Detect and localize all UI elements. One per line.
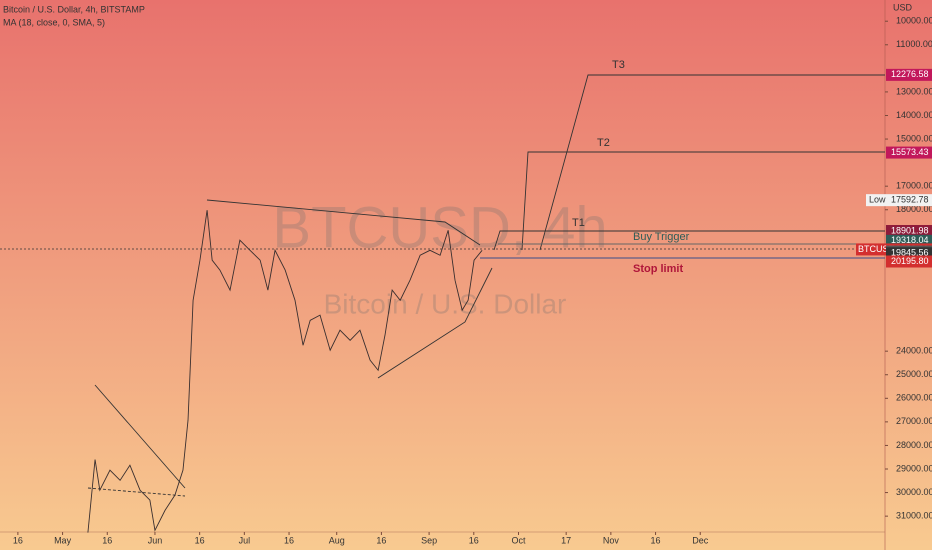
price-tag-prefix-box	[866, 194, 886, 207]
t1-label: T1	[572, 217, 585, 229]
t2-label: T2	[597, 137, 610, 149]
currency-label: USD	[893, 2, 913, 12]
t1-line	[493, 230, 885, 251]
price-tag	[886, 225, 932, 238]
symbol-title[interactable]: Bitcoin / U.S. Dollar, 4h, BITSTAMP	[3, 4, 145, 14]
t3-line	[539, 74, 885, 251]
x-tick-label: Dec	[692, 535, 709, 545]
price-tag-label: 17592.78	[891, 195, 929, 205]
y-tick-label: 14000.00	[896, 110, 932, 120]
price-tag-label: 20195.80	[891, 256, 929, 266]
triangle-bottom	[377, 267, 493, 379]
y-tick-label: 25000.00	[896, 369, 932, 379]
x-tick-label: 16	[651, 535, 661, 545]
dashed-line	[87, 487, 186, 497]
y-tick-label: 13000.00	[896, 86, 932, 96]
price-tag	[886, 194, 932, 207]
y-tick-label: 18000.00	[896, 204, 932, 214]
price-tag-prefix: Low	[869, 195, 886, 205]
y-tick-label: 10000.00	[896, 16, 932, 26]
trend-line	[94, 384, 186, 489]
price-line	[87, 210, 483, 533]
price-tag-label: 12276.58	[891, 69, 929, 79]
x-tick-label: 17	[561, 535, 571, 545]
y-tick-label: 27000.00	[896, 416, 932, 426]
y-tick-label: 28000.00	[896, 440, 932, 450]
price-tag-prefix-box	[856, 243, 886, 256]
t3-label: T3	[612, 59, 625, 71]
x-tick-label: 16	[13, 535, 23, 545]
y-tick-label: 30000.00	[896, 487, 932, 497]
y-tick-label: 31000.00	[896, 511, 932, 521]
x-tick-label: 16	[102, 535, 112, 545]
price-tag	[886, 68, 932, 81]
drawings	[0, 74, 885, 497]
x-tick-label: Sep	[421, 535, 437, 545]
y-tick-label: 29000.00	[896, 463, 932, 473]
price-tag-label: 18901.98	[891, 225, 929, 235]
y-tick-label: 17000.00	[896, 181, 932, 191]
x-tick-label: Aug	[329, 535, 345, 545]
y-tick-label: 26000.00	[896, 393, 932, 403]
indicator-legend[interactable]: MA (18, close, 0, SMA, 5)	[3, 17, 105, 27]
price-tag-label: 19318.04	[891, 235, 929, 245]
x-tick-label: 16	[469, 535, 479, 545]
price-tag-prefix: BTCUSD	[858, 244, 896, 254]
x-tick-label: 16	[376, 535, 386, 545]
x-tick-label: May	[54, 535, 72, 545]
price-tag-label: 15573.43	[891, 147, 929, 157]
triangle-top	[206, 199, 481, 246]
stop-limit-label: Stop limit	[633, 263, 683, 275]
watermark-ticker: BTCUSD, 4h	[272, 195, 607, 260]
y-tick-label: 15000.00	[896, 133, 932, 143]
x-tick-label: 16	[284, 535, 294, 545]
t2-line	[521, 151, 885, 251]
x-tick-label: Jun	[148, 535, 163, 545]
price-tag	[886, 146, 932, 159]
x-tick-label: 16	[195, 535, 205, 545]
watermark-name: Bitcoin / U.S. Dollar	[324, 288, 567, 319]
x-tick-label: Jul	[239, 535, 251, 545]
price-tag-label: 19845.56	[891, 248, 929, 258]
y-tick-label: 24000.00	[896, 346, 932, 356]
x-tick-label: Oct	[511, 535, 526, 545]
y-tick-label: 11000.00	[896, 39, 932, 49]
price-tag	[886, 255, 932, 268]
x-tick-label: Nov	[603, 535, 620, 545]
buy-trigger-label: Buy Trigger	[633, 231, 690, 243]
